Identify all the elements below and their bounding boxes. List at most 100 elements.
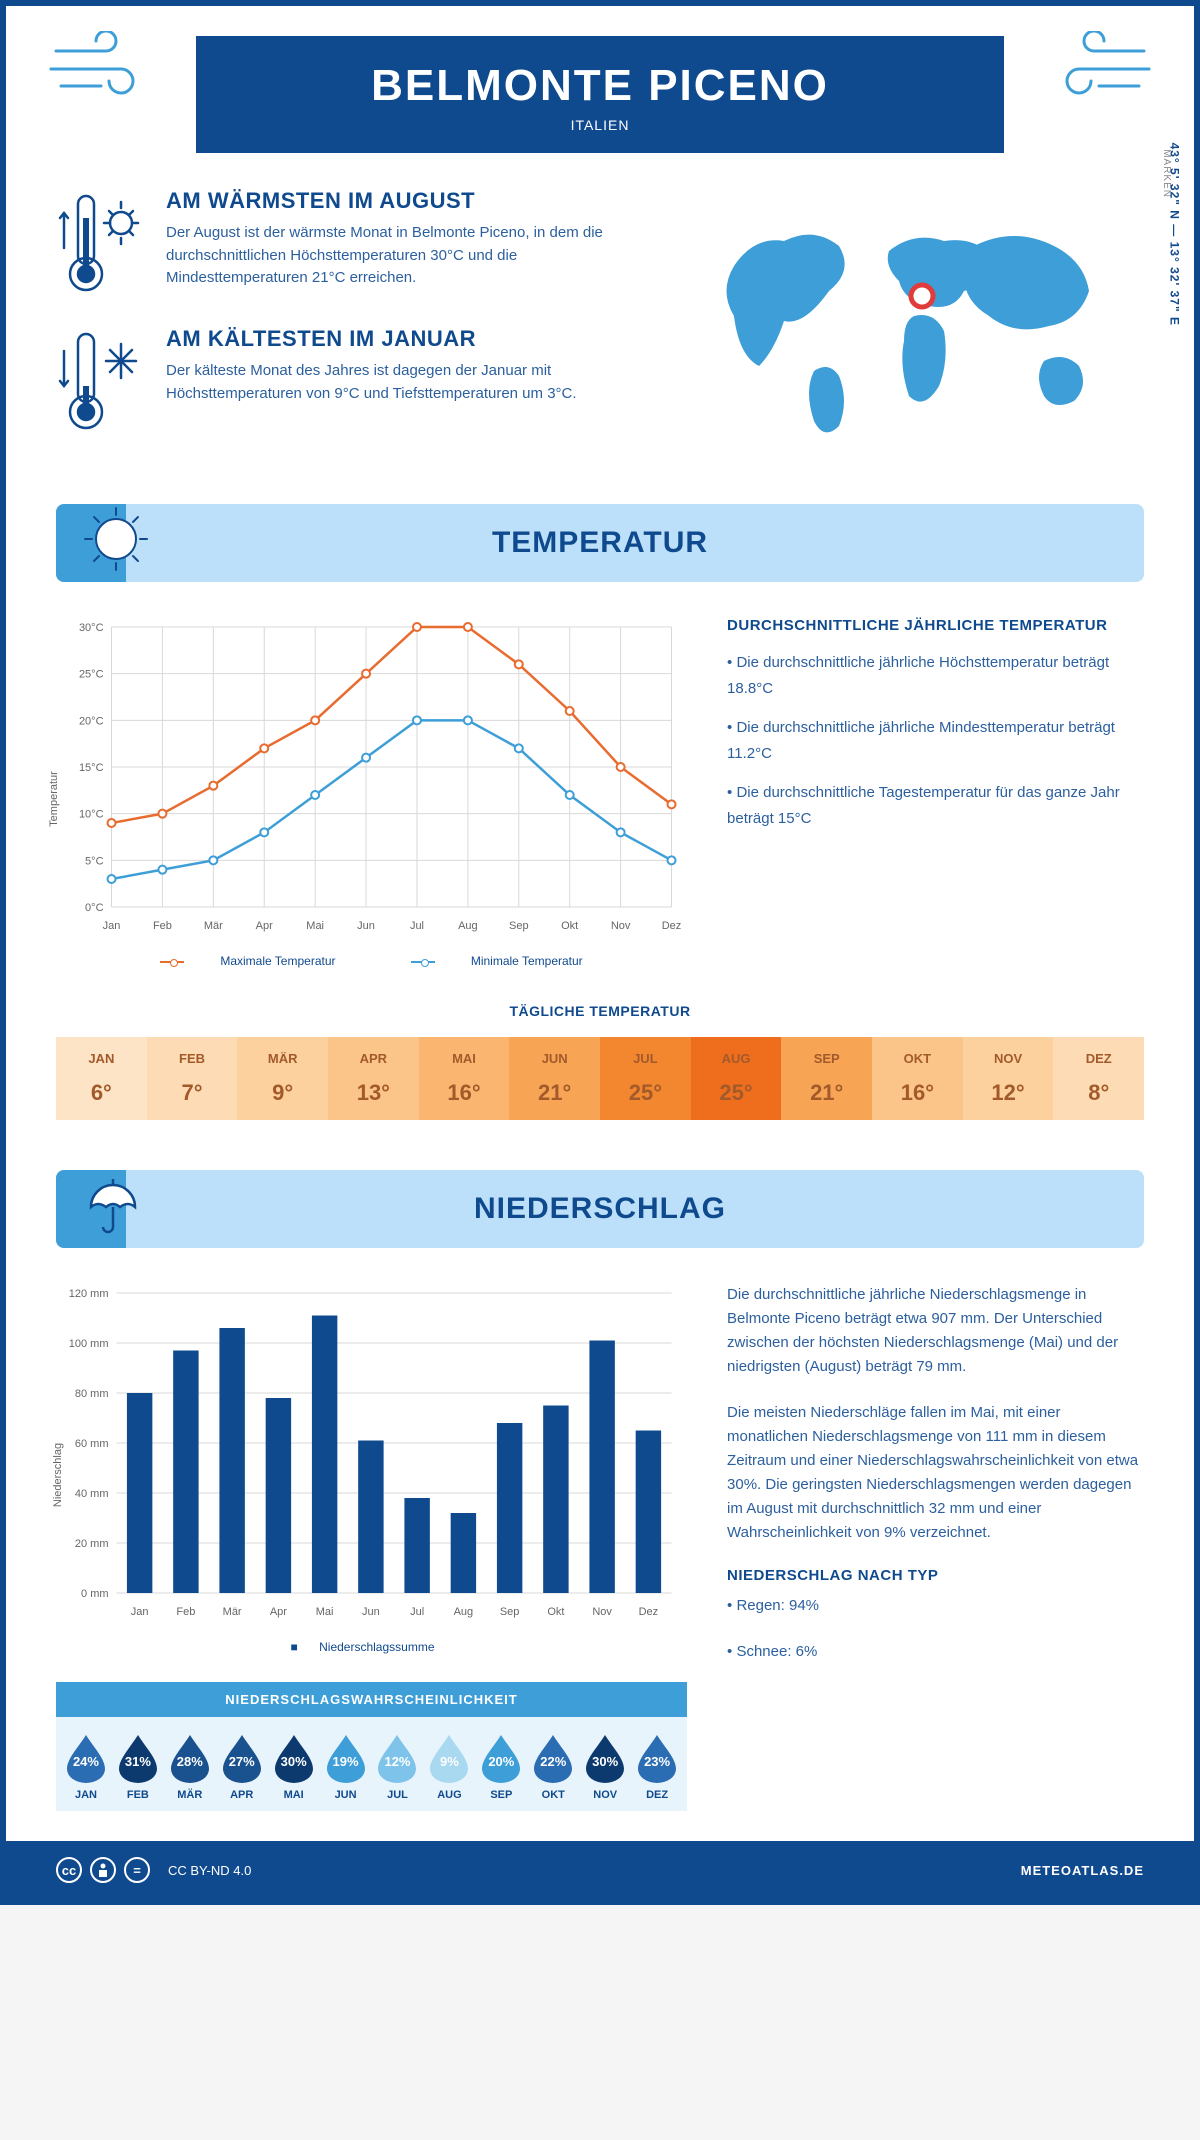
sun-icon [81, 504, 151, 582]
svg-text:Mai: Mai [316, 1606, 334, 1618]
svg-text:Sep: Sep [509, 920, 529, 932]
daily-temp-cell: JUL25° [600, 1037, 691, 1120]
svg-text:Sep: Sep [500, 1606, 520, 1618]
fact-warm-title: AM WÄRMSTEN IM AUGUST [166, 188, 654, 214]
svg-text:Nov: Nov [592, 1606, 612, 1618]
probability-cell: 12%JUL [372, 1733, 424, 1801]
coordinates: 43° 5' 32" N — 13° 32' 37" E [1167, 143, 1181, 326]
precipitation-column: Niederschlag 0 mm20 mm40 mm60 mm80 mm100… [56, 1283, 687, 1811]
world-map: MARKEN 43° 5' 32" N — 13° 32' 37" E [684, 188, 1144, 464]
probability-cell: 30%NOV [579, 1733, 631, 1801]
site-credit: METEOATLAS.DE [1021, 1863, 1144, 1878]
daily-temp-cell: AUG25° [691, 1037, 782, 1120]
svg-text:Aug: Aug [458, 920, 478, 932]
daily-temp-cell: FEB7° [147, 1037, 238, 1120]
temp-text-heading: DURCHSCHNITTLICHE JÄHRLICHE TEMPERATUR [727, 617, 1144, 634]
precip-type-1: • Regen: 94% [727, 1594, 1144, 1618]
probability-cell: 31%FEB [112, 1733, 164, 1801]
daily-temperature-strip: JAN6°FEB7°MÄR9°APR13°MAI16°JUN21°JUL25°A… [56, 1037, 1144, 1120]
probability-row: 24%JAN31%FEB28%MÄR27%APR30%MAI19%JUN12%J… [56, 1717, 687, 1811]
svg-text:Apr: Apr [256, 920, 273, 932]
svg-text:100 mm: 100 mm [69, 1338, 109, 1350]
svg-text:Apr: Apr [270, 1606, 287, 1618]
precip-chart-legend: ■ Niederschlagssumme [56, 1640, 687, 1654]
daily-temp-cell: JUN21° [509, 1037, 600, 1120]
wind-icon [1044, 31, 1154, 115]
temperature-line-chart: Temperatur 0°C5°C10°C15°C20°C25°C30°CJan… [56, 617, 687, 968]
daily-temp-title: TÄGLICHE TEMPERATUR [56, 1003, 1144, 1019]
svg-text:Jan: Jan [131, 1606, 149, 1618]
probability-cell: 23%DEZ [631, 1733, 683, 1801]
precipitation-summary: Die durchschnittliche jährliche Niedersc… [727, 1283, 1144, 1686]
fact-warm-text: Der August ist der wärmste Monat in Belm… [166, 222, 654, 290]
svg-text:120 mm: 120 mm [69, 1288, 109, 1300]
svg-text:80 mm: 80 mm [75, 1388, 109, 1400]
precip-para-1: Die durchschnittliche jährliche Niedersc… [727, 1283, 1144, 1379]
footer: cc = CC BY-ND 4.0 METEOATLAS.DE [6, 1841, 1194, 1899]
temp-bullet-1: • Die durchschnittliche jährliche Höchst… [727, 650, 1144, 701]
daily-temp-cell: DEZ8° [1053, 1037, 1144, 1120]
probability-cell: 27%APR [216, 1733, 268, 1801]
temperature-summary: DURCHSCHNITTLICHE JÄHRLICHE TEMPERATUR •… [727, 617, 1144, 845]
svg-text:20°C: 20°C [79, 715, 104, 727]
svg-text:0 mm: 0 mm [81, 1588, 109, 1600]
location-title: BELMONTE PICENO [196, 61, 1004, 111]
daily-temp-cell: MÄR9° [237, 1037, 328, 1120]
cc-icon: cc [56, 1857, 82, 1883]
precip-y-axis-label: Niederschlag [52, 1442, 64, 1506]
daily-temp-cell: MAI16° [419, 1037, 510, 1120]
svg-text:40 mm: 40 mm [75, 1488, 109, 1500]
svg-text:Jun: Jun [357, 920, 375, 932]
section-temperature-title: TEMPERATUR [492, 526, 708, 559]
umbrella-icon [81, 1173, 145, 1245]
location-country: ITALIEN [196, 117, 1004, 133]
facts-column: AM WÄRMSTEN IM AUGUST Der August ist der… [56, 188, 654, 464]
temp-y-axis-label: Temperatur [48, 771, 60, 827]
svg-text:20 mm: 20 mm [75, 1538, 109, 1550]
precip-type-heading: NIEDERSCHLAG NACH TYP [727, 1567, 1144, 1584]
precipitation-bar-chart: Niederschlag 0 mm20 mm40 mm60 mm80 mm100… [56, 1283, 687, 1654]
daily-temp-cell: JAN6° [56, 1037, 147, 1120]
svg-text:Feb: Feb [176, 1606, 195, 1618]
svg-text:5°C: 5°C [85, 855, 104, 867]
svg-text:25°C: 25°C [79, 669, 104, 681]
svg-text:Okt: Okt [547, 1606, 564, 1618]
svg-text:30°C: 30°C [79, 622, 104, 634]
temp-bullet-3: • Die durchschnittliche Tagestemperatur … [727, 780, 1144, 831]
precip-para-2: Die meisten Niederschläge fallen im Mai,… [727, 1401, 1144, 1545]
svg-text:15°C: 15°C [79, 762, 104, 774]
by-icon [90, 1857, 116, 1883]
svg-text:Dez: Dez [662, 920, 682, 932]
temp-chart-legend: Maximale Temperatur Minimale Temperatur [56, 954, 687, 968]
svg-text:Mär: Mär [204, 920, 223, 932]
license-text: CC BY-ND 4.0 [168, 1863, 251, 1878]
probability-cell: 30%MAI [268, 1733, 320, 1801]
svg-text:0°C: 0°C [85, 902, 104, 914]
header-banner: BELMONTE PICENO ITALIEN [196, 36, 1004, 153]
fact-cold-title: AM KÄLTESTEN IM JANUAR [166, 326, 654, 352]
svg-text:60 mm: 60 mm [75, 1438, 109, 1450]
probability-cell: 9%AUG [423, 1733, 475, 1801]
svg-text:10°C: 10°C [79, 809, 104, 821]
nd-icon: = [124, 1857, 150, 1883]
daily-temp-cell: OKT16° [872, 1037, 963, 1120]
fact-cold-text: Der kälteste Monat des Jahres ist dagege… [166, 360, 654, 405]
daily-temp-cell: SEP21° [781, 1037, 872, 1120]
temp-bullet-2: • Die durchschnittliche jährliche Mindes… [727, 715, 1144, 766]
probability-cell: 22%OKT [527, 1733, 579, 1801]
section-precipitation-title: NIEDERSCHLAG [474, 1192, 726, 1225]
infographic-page: BELMONTE PICENO ITALIEN AM WÄRMSTEN IM A… [0, 0, 1200, 1905]
svg-text:Aug: Aug [454, 1606, 474, 1618]
svg-text:Mai: Mai [306, 920, 324, 932]
probability-cell: 28%MÄR [164, 1733, 216, 1801]
probability-cell: 24%JAN [60, 1733, 112, 1801]
section-temperature-bar: TEMPERATUR [56, 504, 1144, 582]
svg-text:Mär: Mär [223, 1606, 242, 1618]
svg-text:Jun: Jun [362, 1606, 380, 1618]
svg-text:Dez: Dez [639, 1606, 659, 1618]
precip-type-2: • Schnee: 6% [727, 1640, 1144, 1664]
svg-text:Nov: Nov [611, 920, 631, 932]
svg-text:Jul: Jul [410, 920, 424, 932]
probability-title: NIEDERSCHLAGSWAHRSCHEINLICHKEIT [56, 1682, 687, 1717]
section-precipitation-bar: NIEDERSCHLAG [56, 1170, 1144, 1248]
